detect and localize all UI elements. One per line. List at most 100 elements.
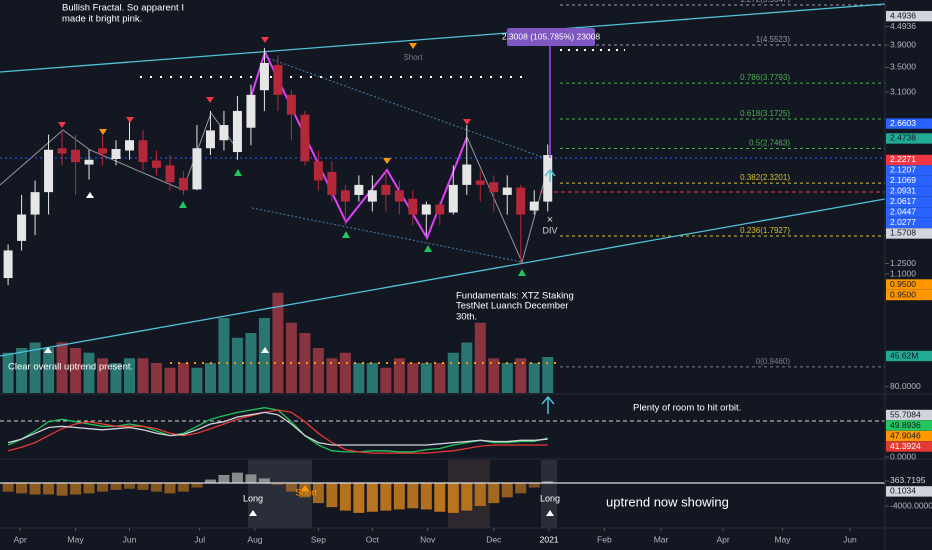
candle-body: [448, 184, 458, 213]
price-tag: [886, 441, 932, 452]
price-label: 1.2500: [890, 258, 916, 268]
price-tag: [886, 430, 932, 442]
axis-layer: 5.50004.49364.49363.90003.50003.10002.66…: [14, 10, 932, 544]
note: TestNet Luanch December: [456, 301, 568, 312]
candle-body: [151, 160, 161, 168]
candle-body: [300, 114, 310, 162]
note: made it bright pink.: [62, 14, 142, 25]
price-label: 363.7195: [890, 475, 926, 485]
candle-body: [367, 190, 377, 202]
price-tag: [886, 154, 932, 166]
candle-body: [381, 184, 391, 195]
note: Short: [295, 487, 317, 497]
volume-bar: [501, 363, 513, 393]
histogram-bar: [488, 483, 500, 504]
volume-bar: [528, 363, 540, 393]
histogram-bar: [407, 483, 419, 509]
candle-body: [111, 149, 121, 159]
price-tag: [886, 196, 932, 208]
histogram-bar: [542, 481, 554, 484]
candle-body: [286, 94, 296, 115]
candle-body: [394, 190, 404, 202]
volume-bar: [137, 358, 149, 393]
price-label: 3.9000: [890, 39, 916, 49]
histogram-bar: [218, 474, 230, 484]
histogram-bar: [43, 483, 55, 495]
candle-body: [327, 171, 337, 195]
volume-bar: [488, 358, 500, 393]
candle-body: [192, 148, 202, 190]
note: Long: [243, 493, 263, 503]
x-tick-label: Apr: [716, 534, 729, 544]
histogram-bar: [515, 483, 527, 494]
fractal-line: [249, 49, 468, 241]
x-tick-label: Sep: [311, 534, 326, 544]
histogram-bar: [420, 483, 432, 510]
candle-body: [543, 155, 553, 202]
x-tick-label: Jul: [194, 534, 205, 544]
candle-body: [435, 204, 445, 215]
candle-body: [354, 184, 364, 195]
volume-bar: [285, 322, 297, 393]
x-tick-label: Mar: [654, 534, 669, 544]
short-arrow: [301, 485, 309, 491]
volume-bar: [231, 337, 243, 393]
fib-label: 0(0.9460): [756, 357, 791, 366]
price-label: 2.0447: [890, 207, 916, 217]
channel-line: [251, 207, 523, 263]
measure-text: 2.3008 (105.785%) 23008: [502, 31, 601, 41]
up-arrow: [541, 395, 555, 414]
note: Bullish Fractal. So apparent I: [62, 3, 184, 14]
volume-bar: [339, 352, 351, 393]
x-tick-label: Aug: [247, 534, 262, 544]
x-tick-label: Apr: [14, 534, 27, 544]
histogram-bar: [245, 474, 257, 484]
volume-bar: [447, 352, 459, 393]
price-label: 0.0000: [890, 451, 916, 461]
candle-body: [529, 201, 539, 211]
histogram-bar: [447, 483, 459, 513]
price-tag: [886, 175, 932, 187]
volume-bar: [380, 367, 392, 393]
candle-body: [421, 204, 431, 215]
candle-body: [313, 161, 323, 181]
volume-bar: [312, 348, 324, 393]
histogram-bar: [29, 483, 41, 495]
note: DIV: [542, 225, 557, 235]
volume-bar: [393, 358, 405, 393]
note: Fundamentals: XTZ Staking: [456, 291, 574, 302]
histogram-bar: [177, 483, 189, 492]
price-label: 0.9500: [890, 279, 916, 289]
histogram-bar: [353, 483, 365, 513]
volume-tag: [886, 350, 932, 362]
price-label: 41.3924: [890, 441, 921, 451]
x-tick-label: Feb: [597, 534, 612, 544]
volume-bar: [110, 363, 122, 393]
note: Plenty of room to hit orbit.: [633, 403, 741, 414]
volume-bar: [29, 342, 41, 393]
volume-bar: [258, 318, 270, 393]
price-tag: [886, 289, 932, 301]
candle-body: [232, 110, 242, 153]
fib-label: 0.236(1.7927): [740, 226, 790, 235]
price-label: 47.9046: [890, 430, 921, 440]
price-label: 2.1207: [890, 165, 916, 175]
candle-body: [178, 177, 188, 191]
price-tag: [886, 217, 932, 229]
candle-body: [57, 148, 67, 154]
histogram-bar: [16, 483, 28, 494]
volume-bar: [83, 352, 95, 393]
histogram-bar: [434, 483, 446, 512]
up-arrow: [544, 168, 556, 182]
volume-bar: [56, 342, 68, 393]
oscillator-line: [7, 411, 548, 446]
candle-body: [273, 64, 283, 95]
signal-zone: [541, 460, 557, 528]
pattern-line: [0, 111, 239, 191]
volume-bar: [191, 367, 203, 393]
trend-line: [0, 3, 886, 73]
note: Long: [540, 493, 560, 503]
volume-bar: [218, 318, 230, 393]
price-label: 2.4738: [890, 133, 916, 143]
